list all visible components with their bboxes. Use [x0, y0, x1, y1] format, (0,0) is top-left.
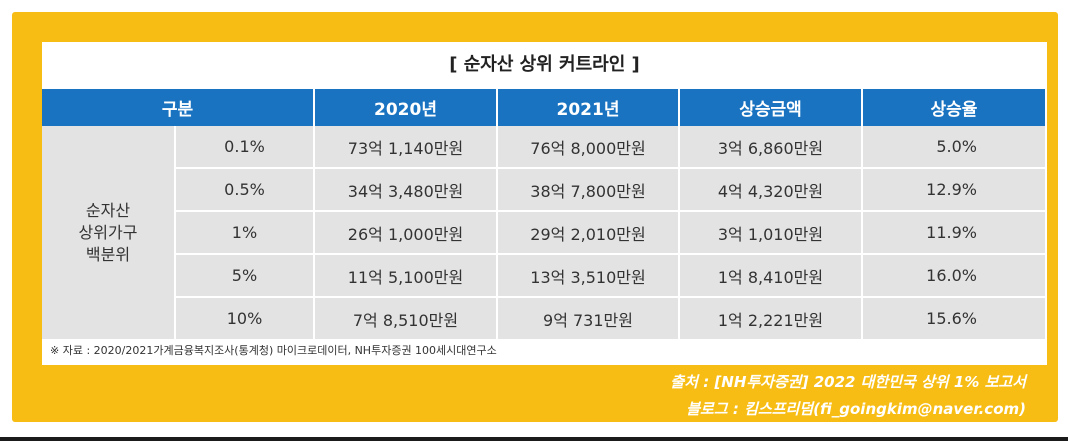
table-row: 10% 7억 8,510만원 9억 731만원 1억 2,221만원 15.6%	[42, 297, 1045, 341]
header-increase: 상승금액	[679, 89, 863, 126]
header-rate: 상승율	[862, 89, 1045, 126]
value-2021-cell: 9억 731만원	[497, 297, 680, 341]
percentile-cell: 0.5%	[175, 168, 315, 212]
rate-cell: 16.0%	[862, 254, 1045, 298]
increase-cell: 1억 8,410만원	[679, 254, 863, 298]
percentile-cell: 1%	[175, 211, 315, 255]
rate-cell: 5.0%	[862, 126, 1045, 169]
value-2020-cell: 26억 1,000만원	[314, 211, 498, 255]
table-row: 0.5% 34억 3,480만원 38억 7,800만원 4억 4,320만원 …	[42, 168, 1045, 212]
increase-cell: 4억 4,320만원	[679, 168, 863, 212]
table-header-row: 구분 2020년 2021년 상승금액 상승율	[42, 89, 1045, 126]
rate-cell: 11.9%	[862, 211, 1045, 255]
header-2021: 2021년	[497, 89, 680, 126]
table-row: 5% 11억 5,100만원 13억 3,510만원 1억 8,410만원 16…	[42, 254, 1045, 298]
table-row: 순자산 상위가구 백분위 0.1% 73억 1,140만원 76억 8,000만…	[42, 126, 1045, 341]
value-2020-cell: 34억 3,480만원	[314, 168, 498, 212]
value-2020-cell: 11억 5,100만원	[314, 254, 498, 298]
table-panel: [ 순자산 상위 커트라인 ] 구분 2020년 2021년 상승금액 상승율 …	[42, 42, 1047, 365]
value-2021-cell: 13억 3,510만원	[497, 254, 680, 298]
yellow-frame: [ 순자산 상위 커트라인 ] 구분 2020년 2021년 상승금액 상승율 …	[12, 12, 1058, 422]
source-caption: 출처 : [NH투자증권] 2022 대한민국 상위 1% 보고서 블로그 : …	[670, 369, 1026, 423]
group-label-line: 순자산	[85, 200, 131, 220]
rate-cell: 15.6%	[862, 297, 1045, 341]
data-source-note: ※ 자료 : 2020/2021가계금융복지조사(통계청) 마이크로데이터, N…	[50, 344, 497, 357]
group-label-line: 백분위	[85, 244, 131, 264]
rate-cell: 12.9%	[862, 168, 1045, 212]
header-category: 구분	[42, 89, 315, 126]
value-2020-cell: 7억 8,510만원	[314, 297, 498, 341]
value-2021-cell: 29억 2,010만원	[497, 211, 680, 255]
group-label: 순자산 상위가구 백분위	[42, 126, 176, 341]
increase-cell: 3억 6,860만원	[679, 126, 863, 169]
group-label-line: 상위가구	[78, 222, 138, 242]
page-title: [ 순자산 상위 커트라인 ]	[449, 54, 640, 75]
table-row: 1% 26억 1,000만원 29억 2,010만원 3억 1,010만원 11…	[42, 211, 1045, 255]
bottom-divider	[0, 437, 1068, 441]
source-line: 출처 : [NH투자증권] 2022 대한민국 상위 1% 보고서	[670, 373, 1026, 391]
blog-line: 블로그 : 킴스프리덤(fi_goingkim@naver.com)	[686, 400, 1026, 418]
header-2020: 2020년	[314, 89, 498, 126]
increase-cell: 1억 2,221만원	[679, 297, 863, 341]
value-2021-cell: 38억 7,800만원	[497, 168, 680, 212]
percentile-cell: 5%	[175, 254, 315, 298]
percentile-cell: 0.1%	[175, 126, 315, 169]
percentile-cell: 10%	[175, 297, 315, 341]
cutline-table: 구분 2020년 2021년 상승금액 상승율 순자산 상위가구 백분위 0.1…	[42, 89, 1045, 341]
value-2021-cell: 76억 8,000만원	[497, 126, 680, 169]
value-2020-cell: 73억 1,140만원	[314, 126, 498, 169]
increase-cell: 3억 1,010만원	[679, 211, 863, 255]
